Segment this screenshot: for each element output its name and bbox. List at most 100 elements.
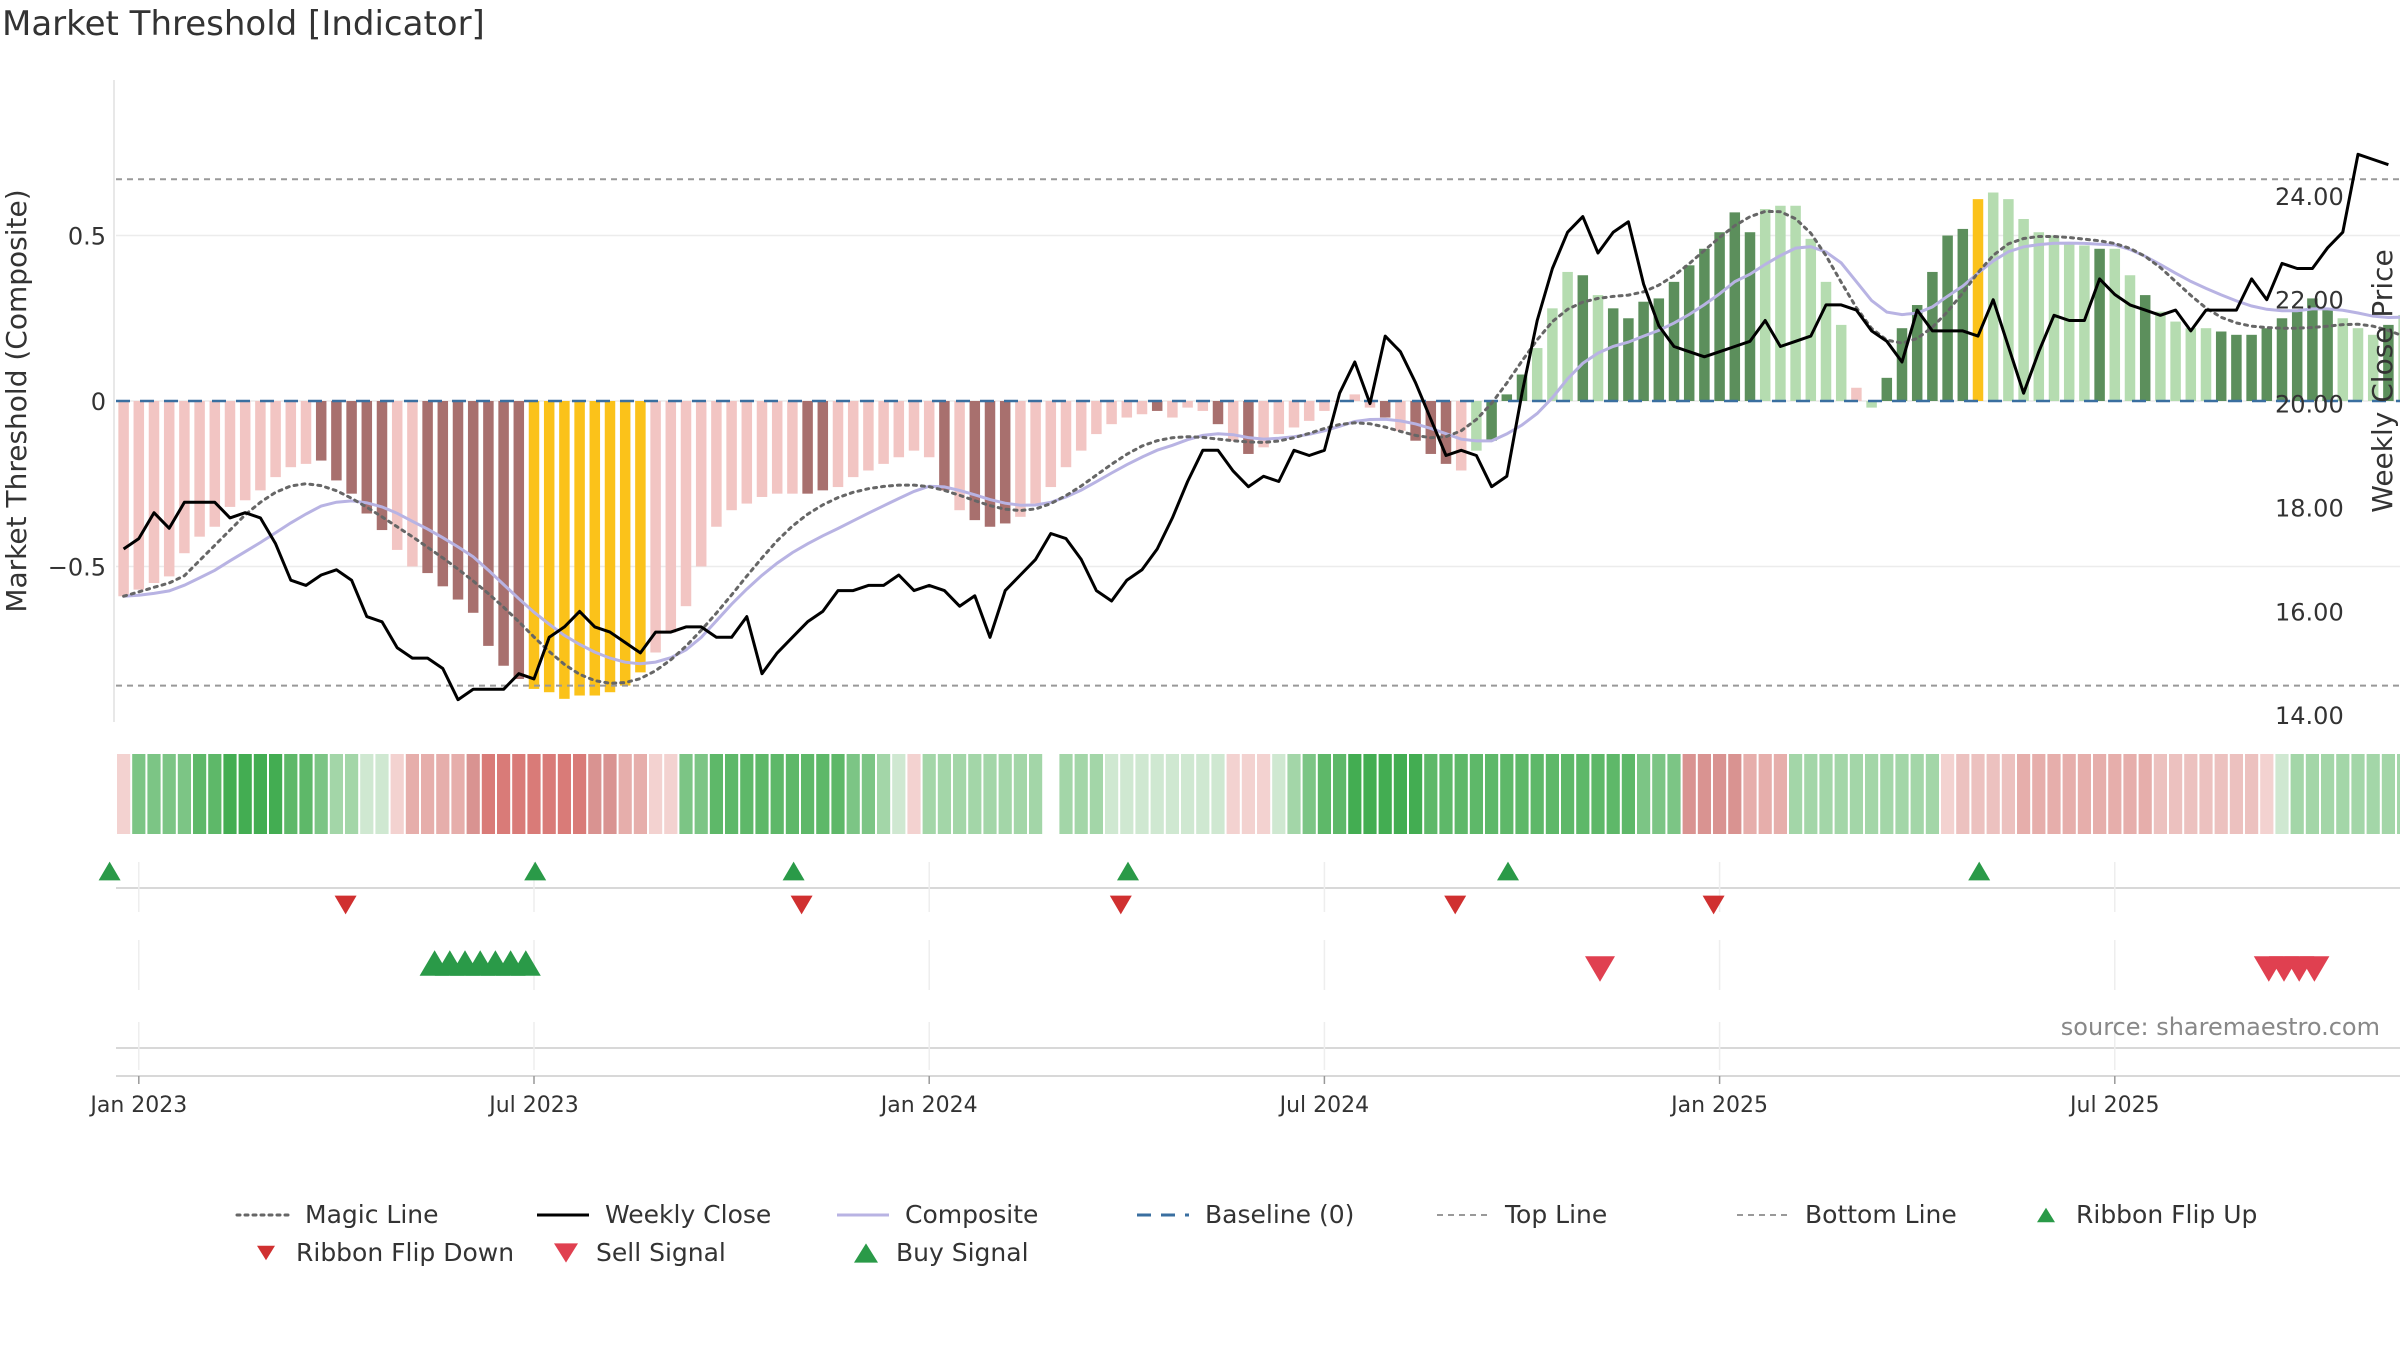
- ribbon-cell: [2260, 754, 2274, 834]
- composite-bar: [467, 401, 479, 613]
- ribbon-cell: [360, 754, 374, 834]
- composite-bar: [1501, 394, 1513, 401]
- ribbon-cell: [1804, 754, 1818, 834]
- ribbon-cell: [2093, 754, 2107, 834]
- composite-bar: [2079, 245, 2090, 401]
- composite-bar: [2200, 328, 2212, 401]
- weekly-close-line: [122, 152, 2389, 702]
- composite-bar: [300, 401, 312, 464]
- composite-bar: [1015, 401, 1026, 517]
- composite-bar: [194, 401, 205, 537]
- legend-swatch: [554, 1242, 578, 1263]
- composite-bar: [2139, 295, 2151, 401]
- composite-bar: [863, 401, 874, 471]
- composite-bar: [847, 401, 859, 478]
- ribbon-cell: [816, 754, 830, 834]
- composite-bar: [1227, 401, 1239, 441]
- ribbon-cell: [831, 754, 845, 834]
- ribbon-flip-down-marker: [790, 895, 813, 915]
- ribbon-cell: [1272, 754, 1286, 834]
- ribbon-cell: [1758, 754, 1772, 834]
- ribbon-cell: [481, 754, 495, 834]
- composite-bar: [969, 401, 981, 521]
- ribbon-cell: [2199, 754, 2213, 834]
- ribbon-cell: [1302, 754, 1316, 834]
- series-lines: [122, 152, 2400, 702]
- composite-bar: [1744, 232, 1756, 401]
- composite-bar: [331, 401, 342, 481]
- ribbon-cell: [679, 754, 693, 834]
- composite-bar: [1151, 401, 1163, 411]
- right-tick-label: 16.00: [2275, 598, 2344, 626]
- composite-bar: [1121, 401, 1133, 418]
- composite-bar: [1288, 401, 1300, 428]
- right-tick-label: 22.00: [2275, 287, 2344, 315]
- ribbon-flip-up-marker: [1968, 861, 1991, 881]
- composite-bar: [1714, 232, 1725, 401]
- left-axis-title: Market Threshold (Composite): [0, 189, 33, 612]
- chart-title: Market Threshold [Indicator]: [2, 4, 485, 44]
- buy-signal-marker: [510, 950, 541, 976]
- composite-bar: [665, 401, 677, 633]
- ribbon-cell: [2138, 754, 2152, 834]
- ribbon-cell: [1013, 754, 1027, 834]
- ribbon-cell: [1105, 754, 1119, 834]
- source-note: source: sharemaestro.com: [2060, 1013, 2380, 1041]
- ribbon-flip-up-marker: [782, 861, 805, 881]
- composite-bar: [2231, 334, 2242, 401]
- ribbon-cell: [694, 754, 708, 834]
- ribbon-cell: [2062, 754, 2076, 834]
- composite-bar: [1379, 401, 1391, 418]
- ribbon-cell: [1287, 754, 1301, 834]
- ribbon-cell: [1378, 754, 1392, 834]
- composite-bar: [1638, 301, 1649, 401]
- composite-bar: [543, 401, 555, 693]
- composite-bar: [422, 401, 433, 574]
- sell-signal-marker: [2299, 956, 2330, 982]
- ribbon-cell: [1454, 754, 1468, 834]
- ribbon-cell: [1606, 754, 1620, 834]
- composite-bar: [163, 401, 175, 577]
- ribbon-cell: [1956, 754, 1970, 834]
- composite-bar: [695, 401, 707, 567]
- ribbon-cell: [953, 754, 967, 834]
- ribbon-cell: [877, 754, 891, 834]
- legend-marker: [854, 1242, 878, 1263]
- composite-bar: [1683, 265, 1695, 401]
- composite-bar: [2185, 328, 2197, 401]
- ribbon-flip-up-marker: [1497, 861, 1519, 881]
- right-tick-label: 20.00: [2275, 391, 2344, 419]
- ribbon-cell: [1682, 754, 1696, 834]
- composite-bar: [635, 401, 646, 673]
- legend: Magic Line Weekly Close Composite Baseline …: [220, 1200, 2360, 1290]
- x-tick-label: Jul 2023: [487, 1093, 579, 1118]
- ribbon-cell: [1697, 754, 1711, 834]
- composite-bar: [528, 401, 540, 689]
- sell-signal-marker: [1585, 956, 1615, 982]
- composite-bar: [2398, 314, 2400, 401]
- composite-bar: [1212, 401, 1224, 425]
- ribbon-cell: [284, 754, 298, 834]
- legend-swatch: [257, 1245, 275, 1260]
- ribbon-cell: [238, 754, 252, 834]
- ribbon-cell: [1728, 754, 1742, 834]
- composite-bar: [1942, 235, 1953, 401]
- ribbon-cell: [2108, 754, 2122, 834]
- composite-bar: [1851, 387, 1862, 401]
- legend-item: Top Line: [1435, 1200, 1607, 1229]
- composite-bar: [513, 401, 525, 679]
- ribbon-cell: [740, 754, 754, 834]
- ribbon-cell: [1637, 754, 1651, 834]
- ribbon-cell: [2245, 754, 2259, 834]
- composite-bar: [1987, 192, 1999, 401]
- ribbon-cell: [1834, 754, 1848, 834]
- legend-item: Bottom Line: [1735, 1200, 1957, 1229]
- ribbon-cell: [588, 754, 602, 834]
- axes: 0.5 0 −0.5 24.00 22.00 20.00 18.00 16.00 14.00 Ja…: [0, 80, 2399, 1118]
- composite-bar: [604, 401, 616, 693]
- composite-bar: [2215, 331, 2227, 401]
- ribbon-cell: [725, 754, 739, 834]
- composite-bar: [1091, 401, 1102, 435]
- composite-bar: [2018, 218, 2029, 401]
- ribbon-cell: [1150, 754, 1164, 834]
